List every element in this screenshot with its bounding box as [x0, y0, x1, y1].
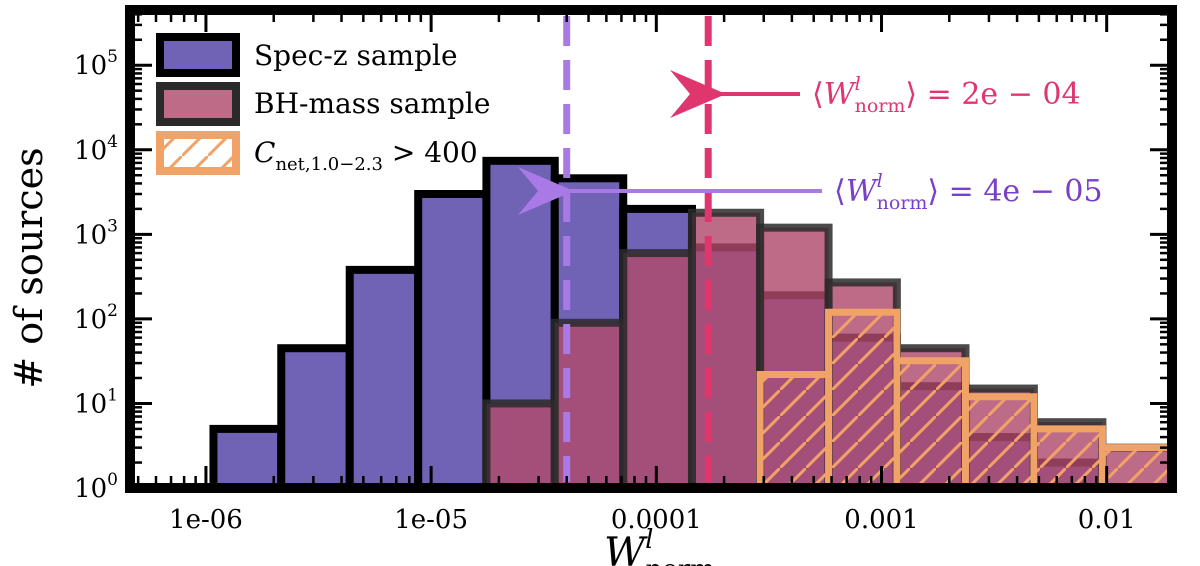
x-tick-label-1: 1e-05 [394, 505, 468, 535]
bar-spec-z-sample-0 [209, 424, 286, 492]
bar-spec-z-sample-1 [277, 344, 354, 492]
y-tick-label-2: 102 [74, 301, 118, 335]
y-tick-label-1: 101 [74, 385, 118, 419]
bar-bh-mass-sample-3 [687, 208, 765, 492]
legend-swatch-cnet [156, 131, 240, 175]
bar-spec-z-sample-2 [345, 265, 423, 493]
y-tick-label-3: 103 [74, 216, 118, 250]
mean-label-bh-mass: ⟨Wl norm⟩ = 2e − 04 [812, 73, 1081, 117]
bar-c-net-1-0-2-3-400-3 [965, 396, 1034, 488]
x-tick-label-3: 0.001 [844, 505, 918, 535]
y-axis-label: # of sources [7, 147, 51, 388]
legend-label-cnet: Cnet,1.0−2.3 > 400 [254, 136, 478, 175]
bar-c-net-1-0-2-3-400-1 [828, 312, 897, 488]
legend-swatch-bh-mass [156, 82, 240, 126]
outline-c-net-1-0-2-3-400 [756, 308, 1175, 488]
bar-c-net-1-0-2-3-400-5 [1102, 447, 1171, 488]
bar-spec-z-sample-3 [414, 189, 491, 492]
legend-swatch-spec-z [156, 33, 240, 77]
x-tick-label-0: 1e-06 [169, 505, 243, 535]
bar-c-net-1-0-2-3-400-4 [1033, 428, 1103, 488]
bar-c-net-1-0-2-3-400-0 [760, 374, 829, 488]
bar-bh-mass-sample-0 [482, 399, 559, 493]
bar-c-net-1-0-2-3-400-2 [896, 360, 966, 488]
bar-bh-mass-sample-2 [619, 249, 696, 492]
legend-label-bh-mass: BH-mass sample [254, 87, 490, 120]
y-tick-label-5: 105 [74, 47, 118, 81]
x-tick-label-4: 0.01 [1078, 505, 1136, 535]
bars-layer [209, 156, 1175, 493]
legend: Spec-z sample BH-mass sample Cnet,1.0−2.… [156, 33, 490, 175]
mean-label-spec-z: ⟨Wl norm⟩ = 4e − 05 [834, 170, 1103, 214]
y-tick-label-0: 100 [74, 470, 118, 504]
y-tick-label-4: 104 [74, 132, 118, 166]
axes-frame [125, 5, 1177, 493]
x-tick-label-2: 0.0001 [611, 505, 702, 535]
legend-label-spec-z: Spec-z sample [254, 39, 458, 72]
mean-annotations: ⟨Wl norm⟩ = 2e − 04 ⟨Wl norm⟩ = 4e − 05 [518, 70, 1103, 215]
mean-lines-layer [563, 16, 712, 482]
